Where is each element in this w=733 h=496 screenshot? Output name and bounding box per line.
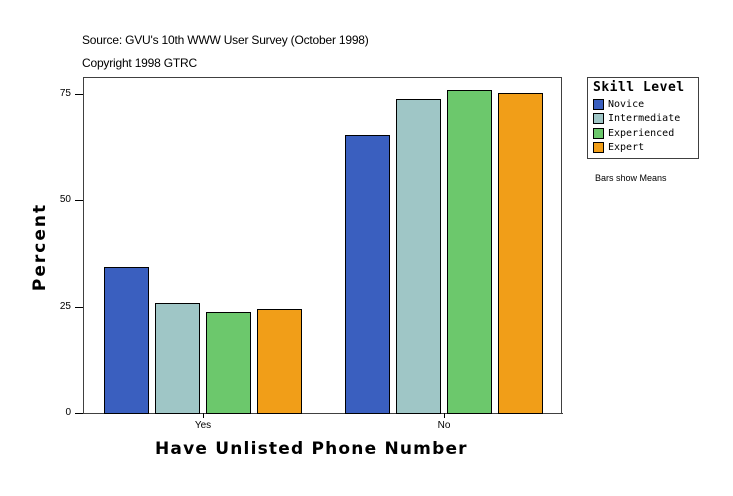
bar-yes-intermediate [155,303,200,414]
y-tick-label: 0 [65,407,71,418]
plot-area [83,77,562,413]
y-tick [75,413,83,414]
legend-title: Skill Level [593,80,685,95]
bar-no-novice [345,135,390,414]
legend-swatch [593,142,604,153]
x-tick-label: No [437,420,451,431]
legend-label: Intermediate [608,113,681,124]
y-tick-label: 50 [59,194,71,205]
legend: Skill Level Novice Intermediate Experien… [587,77,699,159]
bar-no-expert [498,93,543,414]
y-tick [75,307,83,308]
bars-note: Bars show Means [595,173,667,183]
bar-yes-experienced [206,312,251,414]
legend-swatch [593,99,604,110]
x-tick-label: Yes [194,420,212,431]
x-tick [203,413,204,418]
y-tick [75,200,83,201]
bar-no-experienced [447,90,492,414]
legend-label: Novice [608,99,645,110]
x-axis-title: Have Unlisted Phone Number [155,439,468,459]
copyright-caption: Copyright 1998 GTRC [82,56,197,70]
x-tick [444,413,445,418]
legend-label: Experienced [608,128,675,139]
y-tick-label: 75 [59,88,71,99]
source-caption: Source: GVU's 10th WWW User Survey (Octo… [82,33,369,47]
y-axis-title: Percent [30,202,50,292]
bar-no-intermediate [396,99,441,414]
legend-swatch [593,128,604,139]
y-tick-label: 25 [59,301,71,312]
x-axis-line [83,413,563,414]
legend-swatch [593,113,604,124]
legend-label: Expert [608,142,645,153]
bar-yes-novice [104,267,149,414]
y-tick [75,94,83,95]
bar-yes-expert [257,309,302,414]
